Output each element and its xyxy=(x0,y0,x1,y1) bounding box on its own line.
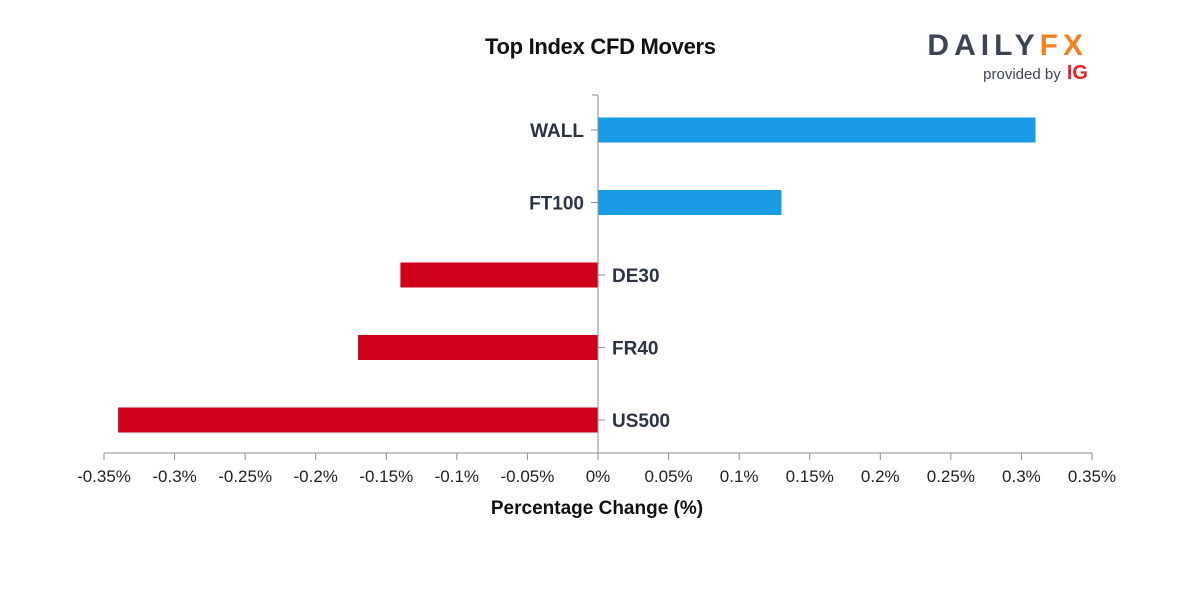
x-tick-label: 0.15% xyxy=(786,467,834,486)
category-label-us500: US500 xyxy=(612,411,670,432)
x-tick-label: 0.25% xyxy=(927,467,975,486)
x-tick-label: 0% xyxy=(586,467,611,486)
x-axis-label: Percentage Change (%) xyxy=(491,498,703,519)
category-labels-group: WALL FT100 DE30 FR40 US500 xyxy=(529,121,670,432)
bar-wall xyxy=(598,117,1036,143)
x-tick-label: -0.2% xyxy=(294,467,338,486)
x-tick-label: 0.05% xyxy=(644,467,692,486)
ig-logo: IG xyxy=(1066,62,1088,84)
bar-ft100 xyxy=(598,190,782,215)
bar-de30 xyxy=(400,262,598,288)
axes-group xyxy=(103,94,1093,460)
brand-wordmark-daily: DAILY xyxy=(927,29,1040,62)
category-label-de30: DE30 xyxy=(612,266,660,287)
x-tick-label: -0.15% xyxy=(359,467,413,486)
x-tick-label: 0.1% xyxy=(720,467,759,486)
x-tick-label: -0.05% xyxy=(500,467,554,486)
category-label-fr40: FR40 xyxy=(612,339,658,360)
dailyfx-logo: DAILYFX provided by IG xyxy=(927,26,1090,86)
bar-fr40 xyxy=(358,335,598,360)
brand-provided-by: provided by IG xyxy=(983,62,1088,84)
x-tick-label: 0.3% xyxy=(1002,467,1041,486)
x-tick-label: -0.25% xyxy=(218,467,272,486)
x-tick-label: -0.3% xyxy=(152,467,196,486)
provided-by-text: provided by xyxy=(983,66,1061,83)
category-label-wall: WALL xyxy=(530,121,584,142)
x-tick-label: 0.35% xyxy=(1068,467,1116,486)
chart-title: Top Index CFD Movers xyxy=(485,34,716,59)
category-label-ft100: FT100 xyxy=(529,194,584,215)
x-tick-label: 0.2% xyxy=(861,467,900,486)
x-tick-label: -0.35% xyxy=(77,467,131,486)
x-tick-labels-group: -0.35% -0.3% -0.25% -0.2% -0.15% -0.1% -0.05% 0… xyxy=(77,467,1116,486)
bars-group xyxy=(118,117,1036,433)
x-tick-label: -0.1% xyxy=(435,467,479,486)
brand-wordmark-fx: FX xyxy=(1039,29,1088,62)
brand-wordmark: DAILYFX xyxy=(927,28,1088,64)
bar-us500 xyxy=(118,407,598,433)
